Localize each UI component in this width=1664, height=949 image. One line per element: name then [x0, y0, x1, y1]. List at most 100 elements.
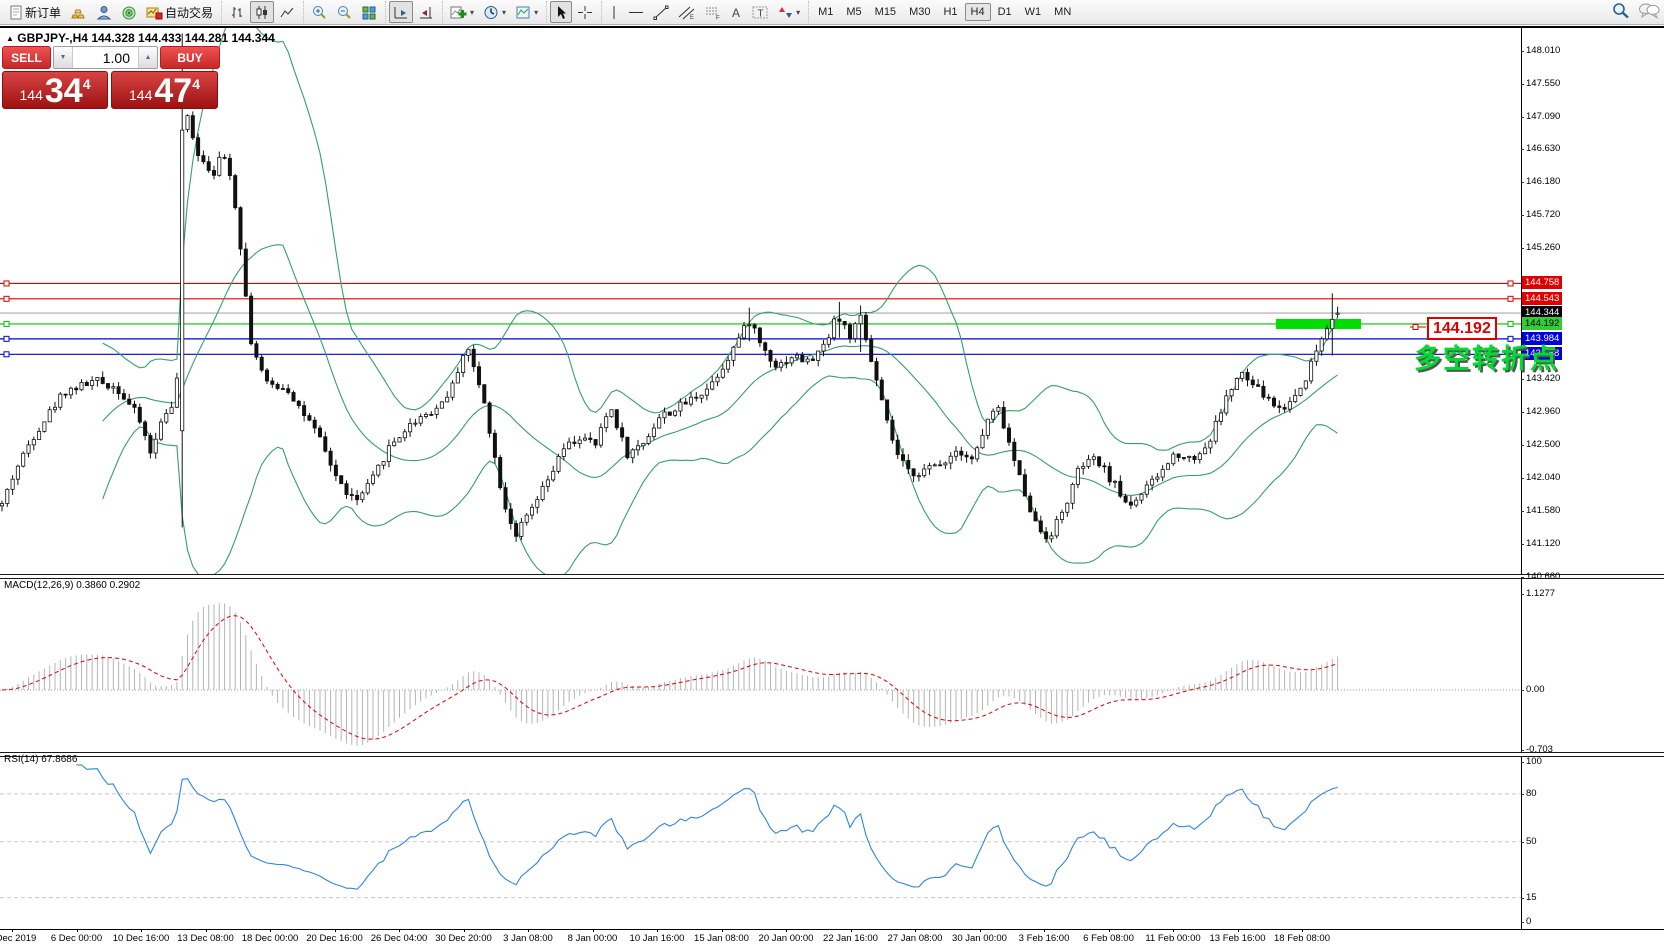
- horizontal-line-button[interactable]: [624, 1, 648, 23]
- indicators-dropdown-arrow[interactable]: ▾: [470, 7, 475, 17]
- fibonacci-button[interactable]: F: [700, 1, 725, 23]
- candle-body: [662, 411, 667, 419]
- zoom-in-button[interactable]: [307, 1, 331, 23]
- candle-body: [1240, 371, 1245, 379]
- text-button[interactable]: A: [726, 1, 747, 23]
- main-macd-separator[interactable]: [0, 574, 1664, 579]
- indicators-button[interactable]: ▾: [446, 1, 478, 23]
- candle-body: [916, 475, 921, 478]
- vertical-line-icon: [613, 5, 615, 19]
- candle-body: [572, 441, 577, 444]
- profile-button[interactable]: [92, 1, 116, 23]
- price-level-tag[interactable]: 144.344: [1522, 306, 1563, 320]
- search-icon[interactable]: [1612, 2, 1630, 19]
- line-chart-button[interactable]: [275, 1, 299, 23]
- text-label-button[interactable]: T: [748, 1, 773, 23]
- candle-body: [530, 506, 535, 516]
- auto-scroll-button[interactable]: [389, 1, 414, 23]
- templates-dropdown-arrow[interactable]: ▾: [534, 7, 539, 17]
- timeframe-button-D1[interactable]: D1: [997, 6, 1012, 18]
- turning-point-annotation[interactable]: 多空转折点: [1414, 344, 1559, 374]
- time-axis[interactable]: 3 Dec 2019 6 Dec 00:00 10 Dec 16:00 13 Dec …: [0, 929, 1664, 949]
- buy-price-sup: 4: [192, 76, 200, 92]
- macd-rsi-separator[interactable]: [0, 752, 1664, 757]
- autotrading-label: 自动交易: [165, 5, 214, 20]
- bollinger-band-line: [102, 28, 1339, 451]
- zoom-out-button[interactable]: [332, 1, 356, 23]
- timeframe-button-M1[interactable]: M1: [818, 6, 834, 18]
- price-axis-tick-mark: [1521, 445, 1524, 447]
- buy-button[interactable]: BUY: [160, 46, 220, 69]
- price-level-tag[interactable]: 144.758: [1522, 276, 1563, 290]
- candle-body: [397, 437, 402, 443]
- candle-body: [1081, 466, 1086, 469]
- rsi-axis-tick-mark: [1521, 762, 1524, 763]
- signals-button[interactable]: [117, 1, 141, 23]
- timeframe-button-H1[interactable]: H1: [943, 6, 958, 18]
- bar-chart-button[interactable]: [225, 1, 249, 23]
- chat-icon[interactable]: [1638, 2, 1660, 19]
- macd-axis-tick-mark: [1521, 690, 1524, 691]
- sell-button[interactable]: SELL: [2, 46, 51, 69]
- chart-frame-top: [0, 26, 1664, 28]
- autotrading-button[interactable]: 自动交易: [142, 1, 217, 23]
- timeframe-button-H4[interactable]: H4: [964, 3, 991, 21]
- sell-price-button[interactable]: 144 34 4: [2, 71, 108, 109]
- macd-axis-tick-label: -0.703: [1526, 743, 1553, 755]
- time-axis-label: 3 Dec 2019: [0, 933, 37, 944]
- candle-body: [1065, 502, 1070, 513]
- price-level-tag[interactable]: 143.768: [1522, 347, 1563, 361]
- candle-body: [1256, 384, 1261, 387]
- arrows-dropdown-arrow[interactable]: ▾: [796, 7, 801, 17]
- periods-button[interactable]: ▾: [479, 1, 510, 23]
- candle-body: [429, 413, 434, 416]
- chart-shift-button[interactable]: [414, 1, 438, 23]
- sell-price-big: 34: [44, 72, 83, 110]
- gold-chart-button[interactable]: [66, 1, 91, 23]
- templates-button[interactable]: ▾: [511, 1, 542, 23]
- candlestick-chart-button[interactable]: [250, 1, 275, 23]
- timeframe-button-MN[interactable]: MN: [1054, 6, 1072, 18]
- toolbar-group-zoom: [303, 1, 384, 23]
- zoom-out-icon: [338, 5, 351, 19]
- arrows-button[interactable]: ▾: [774, 1, 804, 23]
- timeframe-button-M30[interactable]: M30: [909, 6, 931, 18]
- candle-body: [355, 494, 360, 501]
- equidistant-channel-button[interactable]: E: [674, 1, 699, 23]
- price-level-tag[interactable]: 144.192: [1522, 316, 1563, 330]
- vertical-line-button[interactable]: [605, 1, 623, 23]
- crosshair-button[interactable]: [573, 1, 597, 23]
- candle-body: [683, 401, 688, 405]
- candle-body: [233, 175, 238, 209]
- periods-dropdown-arrow[interactable]: ▾: [502, 7, 507, 17]
- candle-body: [837, 318, 842, 322]
- candle-body: [795, 354, 800, 359]
- candle-body: [503, 487, 508, 510]
- price-axis-tick-mark: [1521, 379, 1524, 381]
- new-order-button[interactable]: 新订单: [5, 1, 65, 23]
- time-axis-tick-mark: [399, 929, 400, 932]
- candle-body: [21, 452, 26, 467]
- cursor-button[interactable]: [550, 1, 573, 23]
- volume-increase-button[interactable]: ▲: [138, 47, 157, 68]
- candle-body: [1224, 395, 1229, 414]
- timeframe-button-M5[interactable]: M5: [846, 6, 862, 18]
- candle-body: [498, 456, 503, 489]
- symbol-collapse-arrow[interactable]: ▲: [6, 34, 14, 43]
- candle-body: [317, 427, 322, 438]
- candle-body: [376, 464, 381, 476]
- trendline-button[interactable]: [649, 1, 673, 23]
- timeframe-button-W1[interactable]: W1: [1024, 6, 1042, 18]
- time-axis-tick-mark: [592, 929, 594, 932]
- trendline-icon: [653, 5, 669, 20]
- candle-body: [68, 387, 73, 396]
- volume-decrease-button[interactable]: ▼: [54, 47, 73, 68]
- buy-price-button[interactable]: 144 47 4: [111, 71, 218, 109]
- macd-axis-tick-mark: [1521, 594, 1524, 596]
- timeframe-button-M15[interactable]: M15: [874, 6, 897, 18]
- price-level-tag[interactable]: 144.543: [1522, 291, 1563, 305]
- tile-windows-button[interactable]: [357, 1, 381, 23]
- volume-value[interactable]: 1.00: [102, 49, 130, 66]
- price-level-tag[interactable]: 143.984: [1522, 331, 1563, 345]
